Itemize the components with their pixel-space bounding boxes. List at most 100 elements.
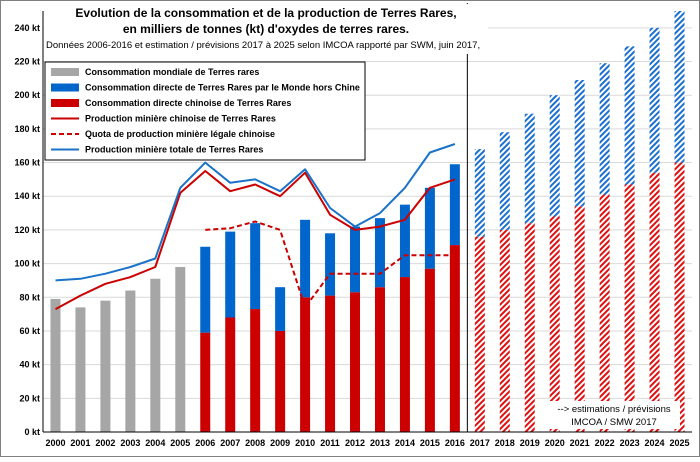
- world-consumption-bar: [50, 298, 61, 432]
- forecast-note: --> estimations / prévisions IMCOA / SMW…: [548, 401, 680, 429]
- legend-swatch-china: [51, 99, 79, 107]
- china-quota-line: [205, 220, 455, 309]
- non-china-consumption-bar: [574, 80, 585, 207]
- x-tick-label: 2013: [370, 438, 390, 448]
- legend-label-china-mining: Production minière chinoise de Terres Ra…: [85, 114, 276, 124]
- china-mining-line: [55, 170, 456, 310]
- chart-title-line-2: en milliers de tonnes (kt) d'oxydes de t…: [123, 22, 409, 36]
- non-china-consumption-bar: [225, 231, 236, 318]
- y-tick-label: 220 kt: [14, 57, 40, 67]
- world-consumption-bar: [125, 290, 136, 432]
- note-background: [548, 401, 680, 429]
- legend: Consommation mondiale de Terres rares Con…: [44, 61, 366, 161]
- legend-label-quota: Quota de production minière légale chino…: [85, 129, 275, 139]
- legend-label-world-consumption: Consommation mondiale de Terres rares: [85, 67, 259, 77]
- china-consumption-bar: [674, 162, 685, 432]
- world-consumption-bar: [100, 300, 111, 432]
- china-consumption-bar: [449, 245, 460, 432]
- china-consumption-bar: [599, 194, 610, 432]
- china-consumption-bar: [275, 330, 286, 432]
- y-tick-label: 240 kt: [14, 23, 40, 33]
- legend-label-non-china: Consommation directe de Terres Rares par…: [85, 83, 360, 93]
- china-consumption-bar: [474, 236, 485, 432]
- china-consumption-bar: [325, 295, 336, 432]
- legend-swatch-non-china: [51, 83, 79, 92]
- non-china-consumption-bar: [325, 233, 336, 296]
- x-tick-label: 2016: [445, 438, 465, 448]
- x-tick-label: 2019: [520, 438, 540, 448]
- china-consumption-bar: [399, 277, 410, 432]
- title-background: [44, 4, 488, 54]
- china-consumption-bar: [374, 287, 385, 432]
- x-tick-label: 2003: [120, 438, 140, 448]
- non-china-consumption-bar: [649, 27, 660, 173]
- forecast-note-line-1: --> estimations / prévisions: [557, 404, 670, 415]
- world-consumption-bar: [150, 278, 161, 432]
- y-tick-label: 80 kt: [19, 292, 40, 302]
- x-tick-label: 2020: [545, 438, 565, 448]
- x-tick-label: 2018: [495, 438, 515, 448]
- x-tick-label: 2007: [220, 438, 240, 448]
- x-tick-label: 2009: [270, 438, 290, 448]
- y-tick-label: 20 kt: [19, 393, 40, 403]
- y-tick-label: 140 kt: [14, 191, 40, 201]
- non-china-consumption-bar: [499, 132, 510, 230]
- non-china-consumption-bar: [624, 46, 635, 185]
- forecast-note-line-2: IMCOA / SMW 2017: [571, 417, 657, 428]
- x-tick-label: 2006: [195, 438, 215, 448]
- non-china-consumption-bar: [374, 218, 385, 288]
- y-tick-label: 120 kt: [14, 225, 40, 235]
- china-consumption-bar: [499, 229, 510, 432]
- x-tick-label: 2011: [320, 438, 340, 448]
- china-consumption-bar: [200, 332, 211, 432]
- y-tick-label: 100 kt: [14, 259, 40, 269]
- x-tick-label: 2021: [570, 438, 590, 448]
- y-tick-label: 60 kt: [19, 326, 40, 336]
- axes: 0 kt 20 kt 40 kt 60 kt 80 kt 100 kt 120 kt 140 …: [14, 3, 692, 448]
- non-china-consumption-bar: [474, 149, 485, 237]
- x-tick-label: 2004: [145, 438, 165, 448]
- china-consumption-bar: [574, 206, 585, 432]
- x-tick-label: 2025: [670, 438, 690, 448]
- world-consumption-bar: [75, 307, 86, 432]
- title-block: Evolution de la consommation et de la pr…: [44, 4, 488, 54]
- china-consumption-bar: [424, 268, 435, 432]
- x-tick-label: 2022: [595, 438, 615, 448]
- non-china-consumption-bar: [300, 219, 311, 298]
- china-consumption-bar: [225, 317, 236, 432]
- non-china-consumption-bar: [524, 113, 535, 224]
- legend-label-china: Consommation directe chinoise de Terres …: [85, 98, 291, 108]
- legend-label-total-mining: Production minière totale de Terres Rare…: [85, 145, 263, 155]
- non-china-consumption-bar: [399, 204, 410, 278]
- x-tick-label: 2008: [245, 438, 265, 448]
- non-china-consumption-bar: [549, 95, 560, 217]
- non-china-consumption-bar: [200, 246, 211, 333]
- non-china-consumption-bar: [275, 287, 286, 331]
- legend-swatch-world-consumption: [51, 68, 79, 76]
- world-consumption-bar: [175, 266, 186, 432]
- x-tick-label: 2014: [395, 438, 415, 448]
- non-china-consumption-bar: [449, 164, 460, 246]
- chart-title-line-1: Evolution de la consommation et de la pr…: [75, 6, 456, 20]
- china-consumption-bar: [250, 309, 261, 432]
- non-china-consumption-bar: [250, 223, 261, 310]
- y-tick-label: 40 kt: [19, 360, 40, 370]
- total-mining-line: [55, 143, 456, 282]
- x-tick-label: 2010: [295, 438, 315, 448]
- chart-subtitle: Données 2006-2016 et estimation / prévis…: [46, 40, 480, 51]
- non-china-consumption-bar: [674, 11, 685, 163]
- x-tick-label: 2002: [95, 438, 115, 448]
- non-china-consumption-bar: [424, 187, 435, 269]
- y-tick-label: 160 kt: [14, 158, 40, 168]
- series-lines: [55, 143, 456, 310]
- y-tick-label: 180 kt: [14, 124, 40, 134]
- china-consumption-bar: [350, 292, 361, 432]
- y-tick-label: 200 kt: [14, 90, 40, 100]
- x-tick-label: 2017: [470, 438, 490, 448]
- legend-box: [44, 61, 366, 161]
- china-consumption-bar: [649, 172, 660, 432]
- x-tick-label: 2024: [645, 438, 665, 448]
- x-tick-label: 2005: [170, 438, 190, 448]
- bars: [50, 11, 685, 432]
- x-tick-label: 2012: [345, 438, 365, 448]
